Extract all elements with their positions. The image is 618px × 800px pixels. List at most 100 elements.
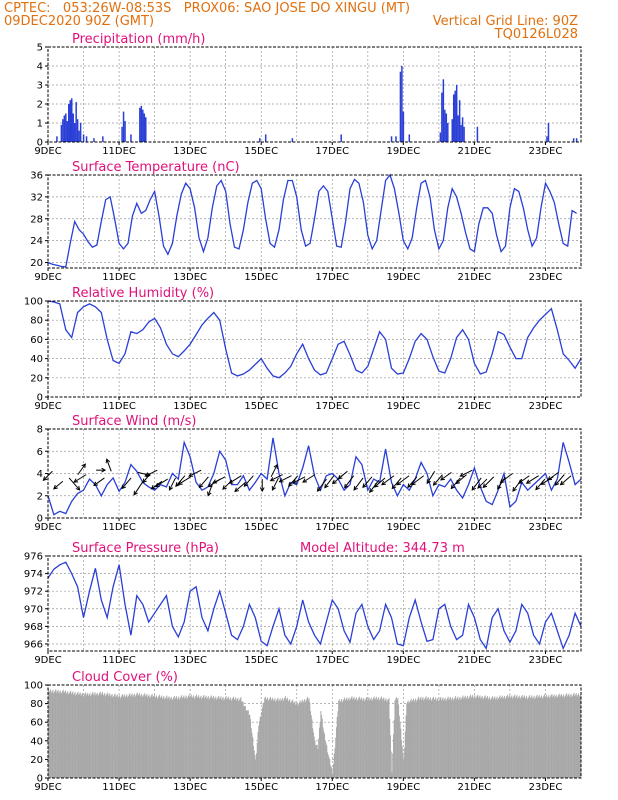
precip-bar	[395, 136, 397, 142]
cloud-bar	[358, 696, 360, 778]
cloud-bar	[485, 698, 487, 778]
precip-bar	[66, 121, 69, 142]
cloud-bar	[288, 700, 290, 778]
wind-xtick-label: 23DEC	[529, 522, 563, 533]
cloud-bar	[166, 695, 168, 778]
cloud-bar	[213, 699, 215, 778]
rh-xtick-label: 9DEC	[34, 401, 61, 412]
temp-xtick-label: 9DEC	[34, 272, 61, 283]
wind-arrow-head	[331, 479, 337, 485]
cloud-bar	[413, 701, 415, 778]
cloud-ytick-label: 40	[30, 736, 43, 747]
cloud-bar	[244, 706, 246, 778]
cloud-bar	[450, 700, 452, 778]
rh-series-line	[47, 300, 582, 379]
cloud-bar	[59, 691, 61, 778]
wind-xtick-label: 11DEC	[102, 522, 136, 533]
cloud-bar	[227, 696, 229, 778]
cloud-bar	[163, 696, 165, 778]
cloud-bar	[89, 693, 91, 778]
cloud-bar	[338, 700, 340, 778]
cloud-bar	[284, 696, 286, 778]
cloud-bar	[133, 695, 135, 778]
wind-arrow	[482, 476, 495, 488]
cloud-bar	[375, 696, 377, 778]
cloud-bar	[67, 691, 69, 778]
precip-ytick-label: 5	[37, 43, 43, 54]
cloud-bar	[455, 696, 457, 778]
cloud-bar	[432, 698, 434, 778]
precip-bar	[575, 138, 578, 142]
wind-arrow-head	[75, 485, 81, 491]
cloud-bar	[395, 697, 397, 778]
pres-plot-area	[48, 556, 581, 651]
temp-panel: 20 24 28 32 36 9DEC 11DEC 13DEC 15DEC 17DEC 19DEC 2…	[30, 160, 582, 283]
cloud-bar	[226, 699, 228, 778]
cloud-bar	[342, 700, 344, 778]
wind-arrow-head	[121, 484, 127, 490]
cloud-bar	[264, 698, 266, 778]
cloud-bar	[219, 699, 220, 778]
cloud-bar	[295, 703, 297, 778]
wind-arrow	[68, 477, 80, 491]
cloud-bar	[216, 698, 218, 778]
cloud-bar	[289, 699, 291, 778]
cloud-bar	[576, 696, 578, 778]
cloud-bar	[481, 696, 483, 778]
wind-arrow	[155, 478, 168, 487]
cloud-bar	[464, 695, 466, 778]
cloud-bar	[256, 742, 258, 778]
cloud-bar	[376, 700, 378, 778]
precip-ytick-label: 2	[37, 100, 43, 111]
cloud-frame	[47, 684, 582, 779]
rh-ytick-label: 60	[30, 335, 43, 346]
wind-arrow	[121, 477, 132, 489]
cloud-bar	[337, 711, 339, 778]
precip-bar	[444, 109, 446, 142]
cloud-bar	[573, 692, 575, 778]
cloud-bar	[220, 696, 222, 778]
cloud-bar	[224, 697, 226, 778]
precip-xtick-label: 19DEC	[386, 146, 420, 157]
cloud-bar	[457, 696, 459, 778]
cloud-bar	[271, 698, 273, 778]
cloud-bar	[472, 694, 474, 778]
cloud-bar	[515, 696, 517, 778]
cloud-bar	[197, 696, 199, 778]
cloud-bar	[189, 697, 191, 778]
precip-xtick-label: 9DEC	[34, 146, 61, 157]
wind-arrow	[324, 475, 335, 489]
wind-arrow-head	[369, 488, 374, 494]
cloud-bar	[350, 697, 352, 778]
cloud-bar	[131, 693, 133, 778]
cloud-bar	[310, 715, 312, 778]
cloud-bar	[296, 702, 298, 778]
cloud-bar	[419, 698, 421, 778]
cloud-bar	[415, 701, 417, 778]
cloud-bar	[496, 696, 498, 778]
cloud-bar	[321, 718, 323, 778]
cloud-bar	[384, 700, 386, 778]
cloud-bar	[212, 697, 214, 778]
cloud-bar	[174, 699, 176, 778]
cloud-bar	[486, 696, 488, 778]
cloud-bar	[389, 718, 391, 778]
cloud-bar	[190, 696, 192, 778]
cloud-bar	[180, 696, 182, 778]
cloud-bar	[160, 696, 162, 778]
cloud-ytick-label: 100	[24, 681, 43, 692]
cloud-bar	[250, 728, 252, 778]
precip-bar	[70, 98, 73, 142]
wind-arrow-head	[525, 479, 531, 484]
cloud-bar	[119, 695, 121, 778]
wind-arrow	[133, 481, 144, 496]
cloud-bar	[473, 696, 475, 778]
cloud-bar	[542, 697, 544, 778]
cloud-ytick-label: 80	[30, 699, 43, 710]
cloud-bar	[122, 693, 123, 778]
cloud-bar	[412, 698, 414, 778]
cloud-bar	[141, 693, 143, 778]
cloud-bar	[62, 689, 64, 778]
pres-xtick-label: 15DEC	[244, 655, 278, 666]
